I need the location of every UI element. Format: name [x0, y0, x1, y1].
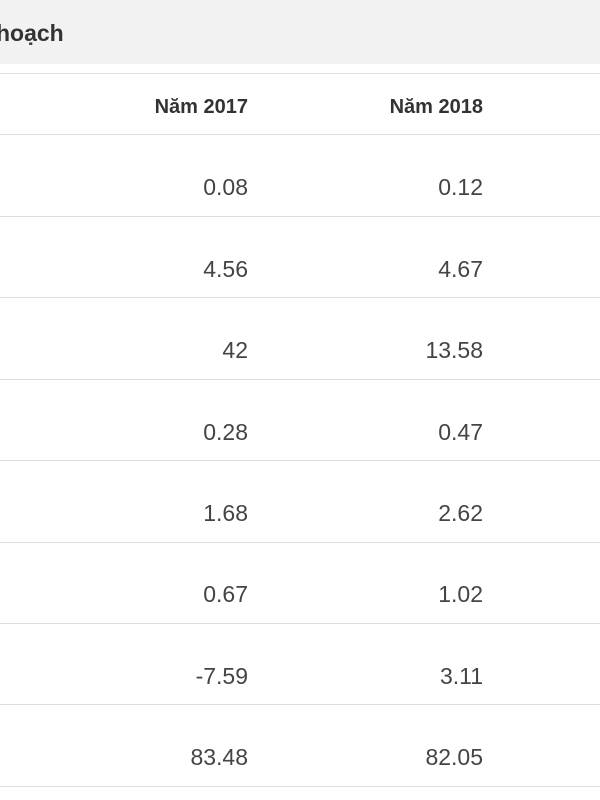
row-divider	[0, 786, 600, 787]
table-cell-2017: 0.28	[203, 419, 248, 445]
row-divider	[0, 216, 600, 217]
table-cell-2018: 0.12	[438, 174, 483, 200]
column-header-2017: Năm 2017	[154, 96, 248, 118]
header-divider	[0, 73, 600, 74]
row-divider	[0, 134, 600, 135]
table-cell-2017: 42	[222, 337, 248, 363]
row-divider	[0, 704, 600, 705]
table-cell-2018: 4.67	[438, 256, 483, 282]
table-cell-2017: 0.67	[203, 581, 248, 607]
table-cell-2018: 2.62	[438, 500, 483, 526]
table-cell-2017: 83.48	[190, 744, 248, 770]
table-cell-2018: 3.11	[439, 663, 483, 689]
row-divider	[0, 542, 600, 543]
table-cell-2018: 13.58	[425, 337, 483, 363]
row-divider	[0, 297, 600, 298]
row-divider	[0, 623, 600, 624]
table-cell-2017: 4.56	[203, 256, 248, 282]
table-cell-2017: -7.59	[195, 663, 248, 689]
table-cell-2017: 0.08	[203, 174, 248, 200]
section-title: hoạch	[0, 20, 64, 46]
table-cell-2018: 82.05	[425, 744, 483, 770]
section-header: hoạch	[0, 0, 600, 64]
table-cell-2018: 1.02	[438, 581, 483, 607]
column-header-2018: Năm 2018	[389, 96, 483, 118]
table-cell-2017: 1.68	[203, 500, 248, 526]
row-divider	[0, 460, 600, 461]
row-divider	[0, 379, 600, 380]
table-cell-2018: 0.47	[438, 419, 483, 445]
